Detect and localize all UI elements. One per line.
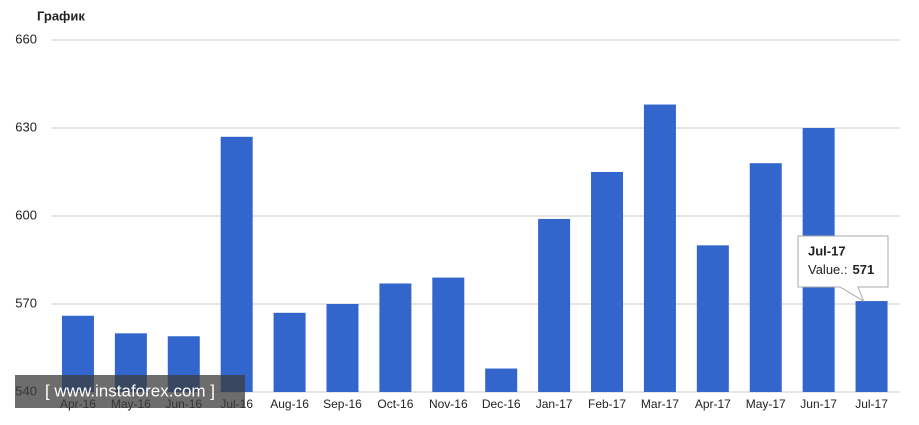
bar [485,368,518,392]
y-tick-label: 660 [15,31,37,46]
bar [591,172,624,392]
y-tick-label: 600 [15,207,37,222]
tooltip-box [797,235,889,303]
bar [538,218,571,392]
chart-title: График [37,8,85,23]
bar [220,136,253,392]
x-tick-label: Jun-17 [800,397,837,411]
bar [432,277,465,392]
x-tick-label: Jul-17 [855,397,888,411]
bar [326,304,359,392]
bar [273,312,306,392]
bar [696,245,729,392]
x-tick-label: Jan-17 [536,397,573,411]
x-tick-label: Sep-16 [323,397,362,411]
watermark: [ www.instaforex.com ] [45,381,215,400]
watermark-bg [15,375,245,408]
tooltip-label: Value.: [808,262,848,277]
x-tick-label: Feb-17 [588,397,626,411]
tooltip-number: 571 [853,262,875,277]
x-tick-label: May-17 [746,397,786,411]
y-tick-label: 570 [15,295,37,310]
bar [643,104,676,393]
bar [379,283,412,392]
tooltip-value: Value.: 571 [808,262,874,277]
x-tick-label: Aug-16 [270,397,309,411]
x-tick-label: Dec-16 [482,397,521,411]
y-tick-label: 630 [15,119,37,134]
x-tick-label: Nov-16 [429,397,468,411]
bar [855,301,888,392]
x-tick-label: Oct-16 [377,397,413,411]
tooltip-title: Jul-17 [808,243,846,258]
bar [749,163,782,392]
x-tick-label: Apr-17 [695,397,731,411]
x-tick-label: Mar-17 [641,397,679,411]
